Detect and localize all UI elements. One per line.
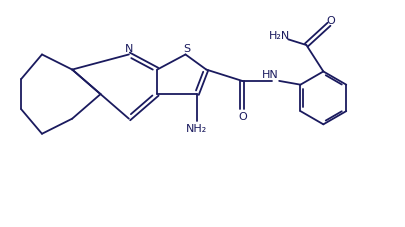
- Text: O: O: [239, 111, 247, 121]
- Text: S: S: [183, 43, 190, 53]
- Text: O: O: [326, 16, 335, 26]
- Text: H₂N: H₂N: [269, 31, 290, 41]
- Text: HN: HN: [262, 70, 279, 80]
- Text: N: N: [125, 44, 133, 54]
- Text: NH₂: NH₂: [186, 123, 207, 133]
